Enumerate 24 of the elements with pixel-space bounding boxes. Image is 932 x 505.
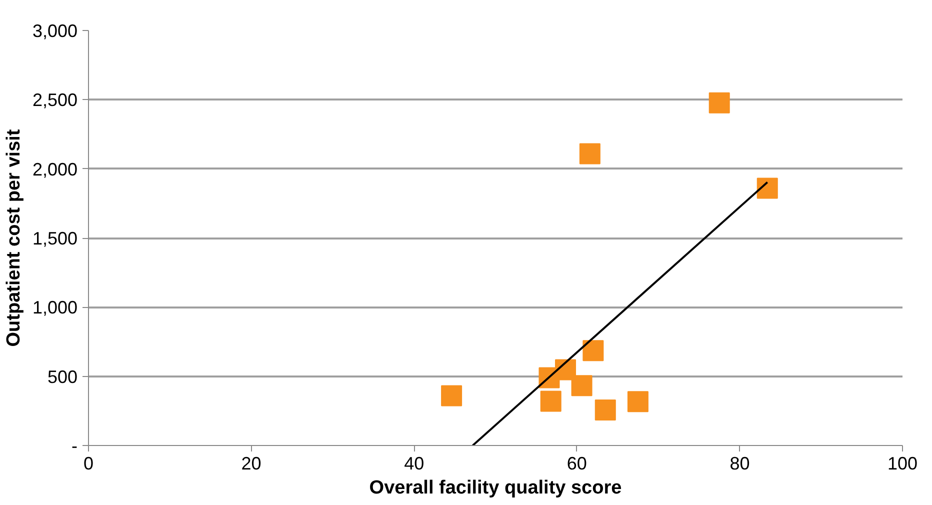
- x-tick-label: 80: [730, 454, 750, 474]
- y-tick-label: 2,500: [32, 90, 78, 110]
- y-axis-title: Outpatient cost per visit: [3, 128, 24, 347]
- x-tick-label: 20: [241, 454, 262, 474]
- y-tick-label: 2,000: [32, 159, 78, 180]
- point: [594, 399, 616, 420]
- x-tick-label: 0: [83, 454, 94, 474]
- point: [540, 390, 562, 412]
- x-tick-label: 60: [566, 454, 587, 474]
- x-tick-label: 100: [887, 454, 918, 474]
- point: [579, 143, 600, 164]
- point: [756, 178, 778, 199]
- y-tick-label: 1,000: [32, 298, 78, 318]
- point: [627, 391, 648, 412]
- y-tick-label: 1,500: [32, 228, 78, 248]
- point: [582, 340, 604, 362]
- point: [441, 385, 462, 406]
- point: [571, 375, 592, 396]
- x-tick-label: 40: [404, 454, 424, 474]
- point: [708, 92, 730, 114]
- y-tick-label: -: [72, 436, 78, 456]
- y-tick-label: 3,000: [32, 21, 78, 41]
- x-axis-title: Overall facility quality score: [369, 478, 622, 498]
- y-tick-label: 500: [47, 366, 78, 387]
